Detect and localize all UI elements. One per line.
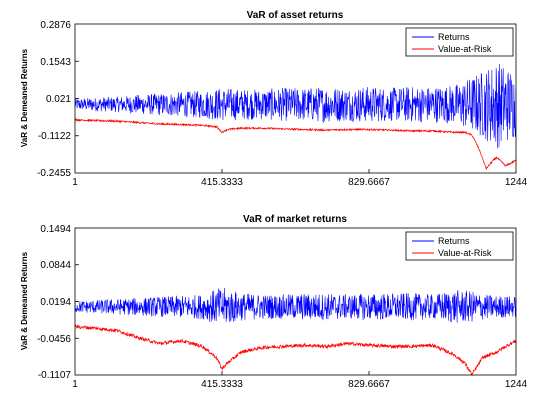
y-tick-label: -0.0456 (37, 334, 71, 345)
y-axis-label: VaR & Demeaned Returns (20, 251, 29, 350)
y-tick-label: 0.1543 (40, 57, 71, 68)
y-tick-label: 0.0194 (40, 297, 71, 308)
legend: Returns Value-at-Risk (405, 231, 514, 261)
y-axis: 0.2876 0.1543 0.021 -0.1122 -0.2455 (37, 20, 79, 179)
returns-line (74, 64, 517, 149)
y-tick-label: -0.1122 (38, 131, 72, 142)
y-tick-label: 0.1494 (40, 224, 71, 235)
legend-label-var: Value-at-Risk (438, 248, 492, 258)
y-tick-label: 0.0844 (40, 260, 71, 271)
x-axis: 1 415.3333 829.6667 1244 (72, 169, 528, 188)
returns-line (74, 287, 517, 323)
legend-label-returns: Returns (438, 32, 470, 42)
x-tick-label: 1 (72, 177, 78, 188)
chart-title: VaR of market returns (243, 214, 347, 225)
returns-series-path (74, 64, 517, 149)
y-axis-label: VaR & Demeaned Returns (20, 48, 29, 147)
x-tick-label: 829.6667 (348, 379, 390, 390)
var-series-path (74, 324, 517, 377)
chart-asset-returns: VaR of asset returns 0.2876 0.1543 0.021… (20, 10, 528, 188)
legend-box (405, 27, 514, 57)
x-tick-label: 1244 (505, 379, 528, 390)
x-tick-label: 1244 (505, 177, 528, 188)
y-tick-label: 0.2876 (40, 20, 71, 31)
var-line (74, 324, 517, 377)
legend-label-returns: Returns (438, 236, 470, 246)
x-tick-label: 1 (72, 379, 78, 390)
var-series-path (74, 118, 517, 170)
var-line (74, 118, 517, 170)
y-axis: 0.1494 0.0844 0.0194 -0.0456 -0.1107 (37, 224, 79, 381)
legend: Returns Value-at-Risk (405, 27, 514, 57)
legend-label-var: Value-at-Risk (438, 44, 492, 54)
x-axis: 1 415.3333 829.6667 1244 (72, 371, 528, 390)
x-tick-label: 829.6667 (348, 177, 390, 188)
returns-series-path (74, 287, 517, 323)
chart-market-returns: VaR of market returns 0.1494 0.0844 0.01… (20, 214, 528, 390)
y-tick-label: -0.1107 (38, 370, 72, 381)
chart-title: VaR of asset returns (247, 10, 344, 21)
y-tick-label: -0.2455 (37, 168, 71, 179)
legend-box (405, 231, 514, 261)
x-tick-label: 415.3333 (201, 379, 243, 390)
x-tick-label: 415.3333 (201, 177, 243, 188)
y-tick-label: 0.021 (46, 94, 71, 105)
